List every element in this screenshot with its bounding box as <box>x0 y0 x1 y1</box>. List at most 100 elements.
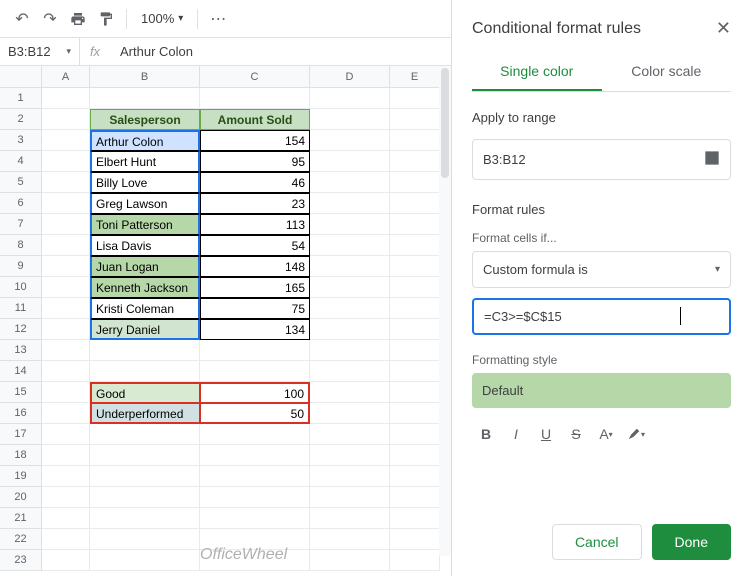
row-header[interactable]: 5 <box>0 172 42 193</box>
cell[interactable]: Billy Love <box>90 172 200 193</box>
cell[interactable] <box>42 130 90 151</box>
col-header-c[interactable]: C <box>200 66 310 87</box>
row-header[interactable]: 8 <box>0 235 42 256</box>
rule-type-select[interactable]: Custom formula is ▾ <box>472 251 731 288</box>
row-header[interactable]: 7 <box>0 214 42 235</box>
row-header[interactable]: 3 <box>0 130 42 151</box>
cell[interactable] <box>390 88 440 109</box>
print-icon[interactable] <box>66 7 90 31</box>
cell[interactable] <box>200 361 310 382</box>
cell[interactable] <box>90 424 200 445</box>
cell[interactable]: 95 <box>200 151 310 172</box>
cell[interactable] <box>42 466 90 487</box>
col-header-e[interactable]: E <box>390 66 440 87</box>
cell[interactable] <box>310 319 390 340</box>
bold-button[interactable]: B <box>472 420 500 448</box>
redo-icon[interactable]: ↷ <box>38 7 62 31</box>
row-header[interactable]: 17 <box>0 424 42 445</box>
cell[interactable] <box>200 445 310 466</box>
cell[interactable] <box>200 340 310 361</box>
row-header[interactable]: 11 <box>0 298 42 319</box>
cell[interactable] <box>390 550 440 571</box>
more-icon[interactable]: ⋯ <box>206 7 230 31</box>
row-header[interactable]: 13 <box>0 340 42 361</box>
strike-button[interactable]: S <box>562 420 590 448</box>
formula-input[interactable]: =C3>=$C$15 <box>472 298 731 335</box>
cell[interactable] <box>310 550 390 571</box>
cell[interactable]: Elbert Hunt <box>90 151 200 172</box>
cell[interactable]: 154 <box>200 130 310 151</box>
cell[interactable] <box>390 151 440 172</box>
cell[interactable] <box>390 508 440 529</box>
cell[interactable] <box>90 340 200 361</box>
cell[interactable] <box>90 361 200 382</box>
cell[interactable] <box>200 487 310 508</box>
row-header[interactable]: 4 <box>0 151 42 172</box>
cell[interactable] <box>310 130 390 151</box>
row-header[interactable]: 22 <box>0 529 42 550</box>
cell[interactable] <box>310 298 390 319</box>
col-header-b[interactable]: B <box>90 66 200 87</box>
cell[interactable] <box>310 214 390 235</box>
close-icon[interactable]: ✕ <box>716 18 731 39</box>
cell[interactable]: Salesperson <box>90 109 200 130</box>
cell[interactable] <box>310 466 390 487</box>
cell[interactable]: 46 <box>200 172 310 193</box>
cell[interactable]: 54 <box>200 235 310 256</box>
cell[interactable]: Amount Sold <box>200 109 310 130</box>
cell[interactable] <box>200 550 310 571</box>
cell[interactable] <box>310 340 390 361</box>
cell[interactable] <box>310 151 390 172</box>
vertical-scrollbar[interactable] <box>439 66 451 556</box>
cell[interactable]: 165 <box>200 277 310 298</box>
cell[interactable] <box>390 277 440 298</box>
cell[interactable] <box>42 319 90 340</box>
cell[interactable] <box>390 235 440 256</box>
cell[interactable] <box>310 403 390 424</box>
cell[interactable] <box>42 445 90 466</box>
cell[interactable] <box>390 382 440 403</box>
fill-color-button[interactable]: ▾ <box>622 420 650 448</box>
cell[interactable] <box>310 382 390 403</box>
tab-single-color[interactable]: Single color <box>472 53 602 91</box>
cell[interactable] <box>42 172 90 193</box>
done-button[interactable]: Done <box>652 524 731 560</box>
tab-color-scale[interactable]: Color scale <box>602 53 732 91</box>
row-header[interactable]: 6 <box>0 193 42 214</box>
cell[interactable] <box>310 193 390 214</box>
cell[interactable] <box>390 445 440 466</box>
cell[interactable] <box>310 424 390 445</box>
zoom-select[interactable]: 100% ▾ <box>135 11 189 26</box>
cell[interactable] <box>90 487 200 508</box>
cell[interactable] <box>42 508 90 529</box>
cell[interactable] <box>90 88 200 109</box>
cell[interactable] <box>200 529 310 550</box>
cell[interactable] <box>310 109 390 130</box>
range-input[interactable]: B3:B12 <box>472 139 731 180</box>
spreadsheet[interactable]: A B C D E 12SalespersonAmount Sold3Arthu… <box>0 66 444 576</box>
row-header[interactable]: 23 <box>0 550 42 571</box>
row-header[interactable]: 19 <box>0 466 42 487</box>
cancel-button[interactable]: Cancel <box>552 524 642 560</box>
cell[interactable] <box>390 193 440 214</box>
col-header-d[interactable]: D <box>310 66 390 87</box>
cell[interactable] <box>200 466 310 487</box>
cell[interactable]: Jerry Daniel <box>90 319 200 340</box>
cell[interactable] <box>42 403 90 424</box>
cell[interactable] <box>390 256 440 277</box>
cell[interactable]: 75 <box>200 298 310 319</box>
cell[interactable] <box>90 550 200 571</box>
cell[interactable] <box>90 445 200 466</box>
cell[interactable]: 134 <box>200 319 310 340</box>
name-box[interactable]: B3:B12▾ <box>0 38 80 65</box>
cell[interactable] <box>310 445 390 466</box>
cell[interactable]: 148 <box>200 256 310 277</box>
cell[interactable]: Greg Lawson <box>90 193 200 214</box>
row-header[interactable]: 12 <box>0 319 42 340</box>
cell[interactable] <box>390 424 440 445</box>
cell[interactable]: Lisa Davis <box>90 235 200 256</box>
cell[interactable] <box>310 256 390 277</box>
cell[interactable] <box>390 214 440 235</box>
col-header-a[interactable]: A <box>42 66 90 87</box>
cell[interactable]: Kenneth Jackson <box>90 277 200 298</box>
